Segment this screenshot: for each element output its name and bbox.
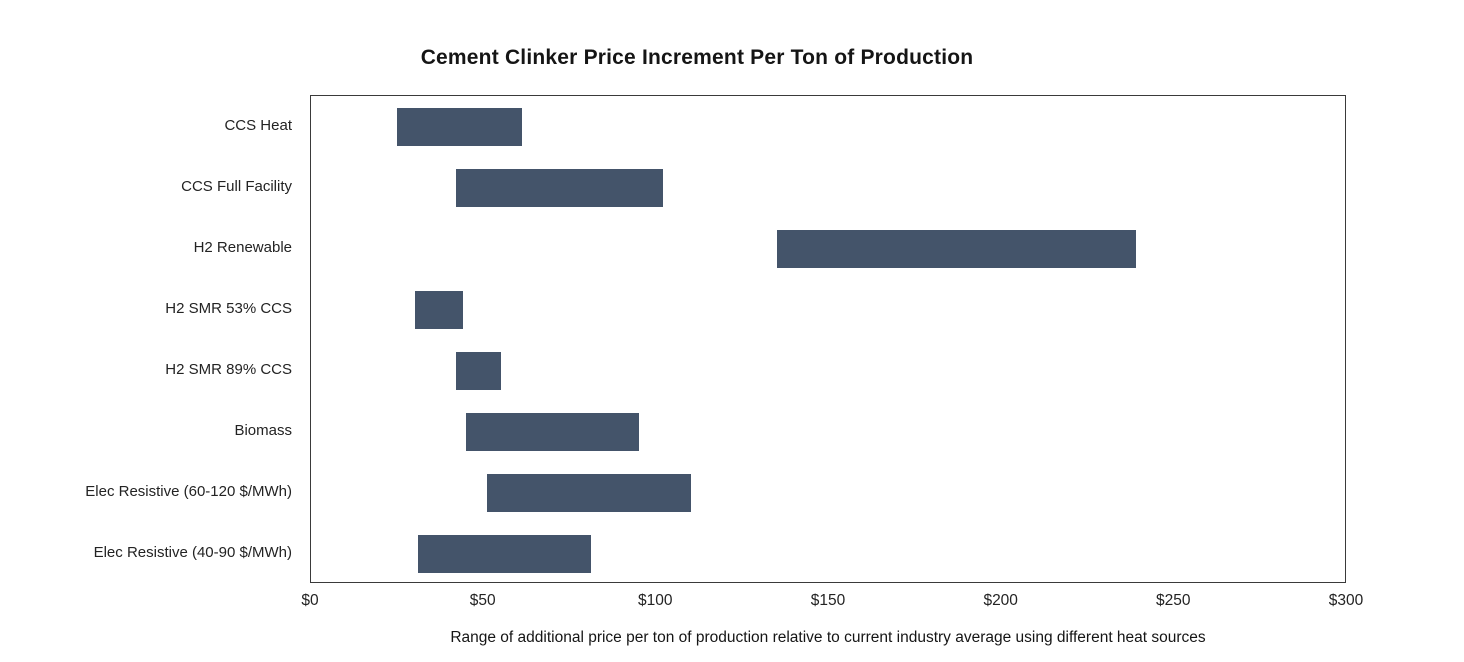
- x-axis-tick-label: $50: [469, 592, 496, 609]
- category-label: Elec Resistive (60-120 $/MWh): [85, 483, 292, 500]
- category-label: CCS Full Facility: [181, 178, 292, 195]
- x-axis-title: Range of additional price per ton of pro…: [450, 629, 1206, 646]
- category-label: H2 SMR 53% CCS: [165, 300, 292, 317]
- range-bar: [414, 290, 463, 329]
- x-axis-tick-label: $300: [1328, 592, 1364, 609]
- chart-title: Cement Clinker Price Increment Per Ton o…: [420, 46, 974, 69]
- x-axis-tick-label: $0: [301, 592, 319, 609]
- range-bar: [466, 412, 640, 451]
- plot-area: [310, 95, 1346, 583]
- range-bar: [456, 351, 501, 390]
- category-label: Elec Resistive (40-90 $/MWh): [93, 544, 292, 561]
- range-bar: [456, 168, 664, 207]
- x-axis-tick-label: $200: [983, 592, 1018, 609]
- category-label: H2 SMR 89% CCS: [165, 361, 292, 378]
- x-axis-tick-label: $150: [810, 592, 846, 609]
- range-bar: [418, 534, 591, 573]
- range-bar: [397, 107, 522, 146]
- x-axis-tick-label: $100: [638, 592, 673, 609]
- x-axis: $0 $50 $100 $150 $200 $250 $300: [0, 592, 1464, 614]
- range-bar: [487, 473, 691, 512]
- category-label: CCS Heat: [224, 117, 292, 134]
- category-label: H2 Renewable: [193, 239, 292, 256]
- x-axis-tick-label: $250: [1156, 592, 1191, 609]
- category-label: Biomass: [234, 422, 292, 439]
- range-bar: [777, 229, 1137, 268]
